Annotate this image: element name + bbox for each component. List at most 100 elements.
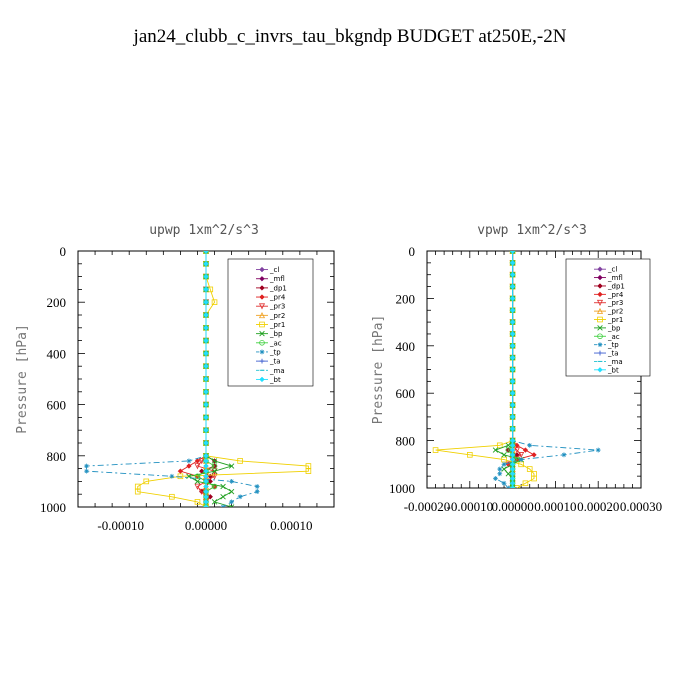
legend-marker-bp bbox=[259, 330, 265, 337]
legend-marker-pr1 bbox=[597, 316, 603, 323]
data-point-bp bbox=[501, 452, 507, 458]
legend-label: _cl bbox=[269, 266, 279, 274]
data-point-bt bbox=[203, 251, 209, 254]
data-point-pr1 bbox=[514, 485, 520, 488]
legend-label: _ma bbox=[269, 367, 285, 375]
data-point-pr1 bbox=[177, 473, 184, 480]
data-point-tp bbox=[186, 458, 192, 464]
y-tick-label: 800 bbox=[47, 449, 67, 464]
data-point-pr4 bbox=[186, 463, 192, 469]
data-point-bt bbox=[509, 414, 516, 420]
data-point-bp bbox=[220, 483, 226, 490]
data-point-tp bbox=[493, 476, 498, 481]
legend-marker-dp1 bbox=[597, 283, 603, 289]
data-point-bp bbox=[492, 447, 499, 453]
data-point-bt bbox=[509, 251, 516, 254]
data-point-bp bbox=[505, 442, 512, 449]
data-point-bp bbox=[505, 471, 512, 477]
data-point-pr4 bbox=[522, 447, 529, 453]
data-point-pr1 bbox=[237, 458, 243, 464]
data-point-pr1 bbox=[305, 468, 312, 474]
data-point-tp bbox=[497, 471, 503, 477]
chart-vpwp: vpwp 1xm^2/s^3 Pressure [hPa] 0 200 400 600 80… bbox=[371, 223, 662, 514]
data-point-pr1 bbox=[134, 488, 141, 495]
legend-marker-bp bbox=[597, 325, 603, 331]
x-tick-label: 0.00000 bbox=[185, 518, 227, 533]
legend-label: _bp bbox=[607, 324, 621, 332]
data-point-bt bbox=[203, 261, 209, 267]
data-point-bt bbox=[203, 414, 209, 421]
data-point-pr3 bbox=[194, 463, 201, 470]
data-point-pr1 bbox=[211, 299, 218, 305]
y-tick-label: 200 bbox=[396, 291, 416, 306]
data-point-ac bbox=[211, 483, 218, 490]
legend-marker-bt bbox=[259, 376, 265, 383]
legend-marker-pr3 bbox=[258, 303, 266, 310]
data-point-tp bbox=[254, 484, 260, 489]
legend-marker-pr4 bbox=[597, 291, 603, 298]
data-point-bt bbox=[509, 271, 516, 278]
legend-marker-ac bbox=[259, 340, 265, 346]
legend-label: _mfl bbox=[607, 274, 623, 282]
legend-box bbox=[565, 258, 651, 377]
y-tick-label: 600 bbox=[47, 398, 67, 413]
legend-marker-tp bbox=[597, 342, 603, 348]
data-point-bt bbox=[509, 378, 516, 385]
data-point-tp bbox=[229, 479, 234, 484]
data-point-bp bbox=[501, 466, 507, 472]
data-point-bt bbox=[203, 337, 209, 344]
y-tick-label: 400 bbox=[396, 339, 416, 354]
y-tick-label: 400 bbox=[47, 346, 67, 361]
data-point-bt bbox=[509, 319, 516, 325]
data-point-tp bbox=[220, 504, 226, 507]
y-tick-label: 1000 bbox=[40, 500, 66, 515]
data-point-pr3 bbox=[505, 461, 512, 468]
data-point-bt bbox=[509, 390, 516, 396]
data-point-pr1 bbox=[432, 447, 439, 453]
legend-label: _cl bbox=[607, 266, 617, 274]
legend-label: _ac bbox=[607, 333, 620, 341]
legend-label: _bt bbox=[607, 366, 619, 374]
legend-marker-cl bbox=[597, 266, 603, 272]
data-point-bp bbox=[194, 478, 201, 485]
legend-label: _ac bbox=[269, 339, 282, 347]
data-point-bt bbox=[203, 273, 209, 280]
legend-marker-pr2 bbox=[258, 312, 266, 319]
data-point-bp bbox=[211, 468, 218, 474]
y-axis-label: Pressure [hPa] bbox=[371, 315, 386, 425]
y-axis-label: Pressure [hPa] bbox=[15, 324, 30, 434]
data-point-bt bbox=[509, 283, 516, 290]
series-bt bbox=[509, 251, 516, 488]
figure-title: jan24_clubb_c_invrs_tau_bkgndp BUDGET at… bbox=[133, 26, 567, 47]
data-point-bt bbox=[203, 350, 209, 357]
data-point-ac bbox=[194, 473, 201, 480]
data-point-pr1 bbox=[531, 475, 537, 482]
data-point-pr3 bbox=[211, 473, 218, 480]
data-point-pr1 bbox=[522, 480, 529, 487]
panel-title: upwp 1xm^2/s^3 bbox=[149, 223, 259, 238]
legend: _cl_mfl_dp1_pr4_pr3_pr2_pr1_bp_ac_tp_ta_… bbox=[227, 258, 314, 387]
data-point-tp bbox=[84, 468, 89, 474]
data-point-pr1 bbox=[194, 499, 201, 505]
data-point-pr3 bbox=[194, 483, 201, 490]
data-point-bt bbox=[509, 295, 516, 302]
legend-marker-pr2 bbox=[596, 307, 604, 314]
data-point-tp bbox=[497, 466, 503, 472]
data-point-pr3 bbox=[513, 447, 520, 454]
chart-upwp: upwp 1xm^2/s^3 Pressure [hPa] 0 200 400 600 80… bbox=[15, 223, 335, 533]
data-point-pr1 bbox=[496, 442, 503, 449]
series-bt bbox=[203, 251, 209, 507]
y-tick-label: 0 bbox=[60, 244, 67, 259]
data-point-bt bbox=[509, 307, 516, 314]
data-point-tp bbox=[229, 499, 234, 505]
legend-label: _tp bbox=[607, 341, 619, 349]
data-point-bt bbox=[509, 485, 516, 488]
legend-marker-ac bbox=[597, 333, 603, 340]
legend-marker-bt bbox=[597, 367, 603, 373]
panel-title: vpwp 1xm^2/s^3 bbox=[477, 223, 587, 238]
legend-label: _dp1 bbox=[607, 282, 625, 290]
data-point-bt bbox=[203, 299, 209, 305]
y-tick-label: 0 bbox=[409, 244, 416, 259]
legend-label: _tp bbox=[269, 348, 281, 356]
data-point-bt bbox=[203, 389, 209, 395]
